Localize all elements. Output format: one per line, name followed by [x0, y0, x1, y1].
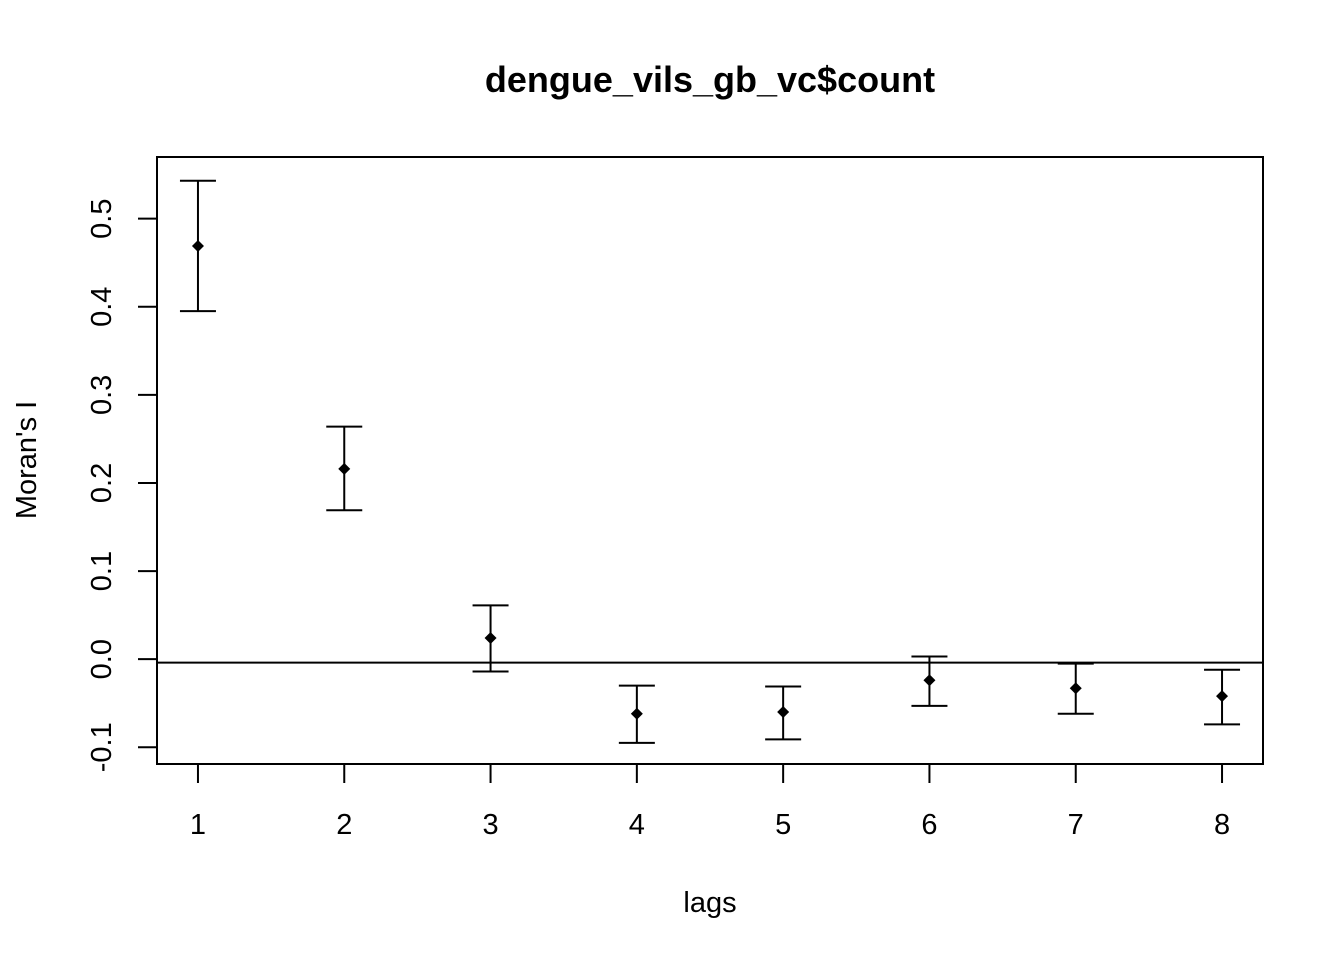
y-tick-label: -0.1: [86, 722, 118, 772]
y-tick-label: 0.3: [86, 375, 118, 415]
y-tick-label: 0.0: [86, 639, 118, 679]
x-tick-label: 2: [336, 809, 352, 841]
data-point: [1069, 682, 1082, 695]
y-tick-label: 0.1: [86, 551, 118, 591]
y-axis: -0.1 0.0 0.1 0.2 0.3 0.4 0.5: [86, 199, 157, 772]
data-points: [179, 179, 1241, 744]
data-point: [923, 674, 936, 687]
data-point: [630, 707, 643, 720]
x-tick-label: 7: [1068, 809, 1084, 841]
data-point: [1216, 690, 1229, 703]
y-tick-label: 0.4: [86, 287, 118, 327]
x-tick-label: 6: [921, 809, 937, 841]
data-point: [777, 706, 790, 719]
plot-frame: [156, 156, 1264, 765]
y-tick-label: 0.5: [86, 199, 118, 239]
x-tick-label: 5: [775, 809, 791, 841]
y-axis-label: Moran's I: [11, 401, 43, 519]
x-tick-label: 8: [1214, 809, 1230, 841]
data-point: [191, 239, 204, 252]
x-tick-label: 3: [482, 809, 498, 841]
chart-title: dengue_vils_gb_vc$count: [485, 59, 935, 100]
x-axis: 1 2 3 4 5 6 7 8: [190, 764, 1230, 841]
x-tick-label: 4: [629, 809, 645, 841]
x-tick-label: 1: [190, 809, 206, 841]
data-point: [338, 462, 351, 475]
y-tick-label: 0.2: [86, 463, 118, 503]
x-axis-label: lags: [683, 887, 736, 919]
data-point: [484, 632, 497, 645]
